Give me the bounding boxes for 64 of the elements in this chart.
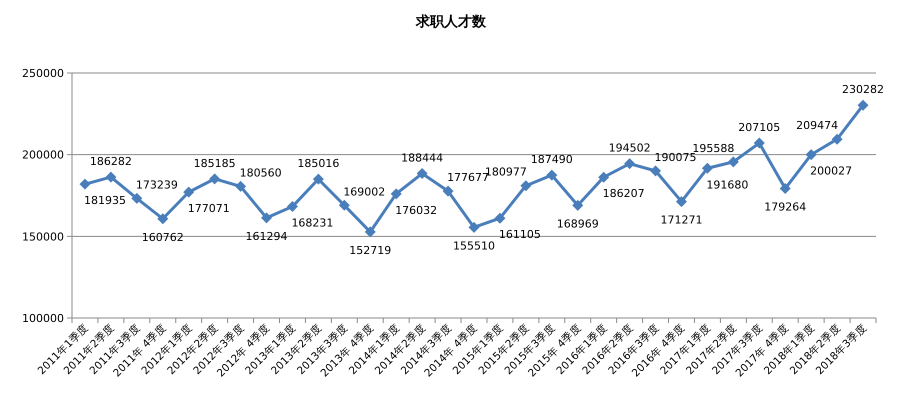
- data-label: 177071: [188, 202, 230, 216]
- point: [754, 138, 765, 149]
- point: [650, 165, 662, 176]
- y-tick-label: 200000: [22, 148, 64, 162]
- data-label: 191680: [706, 178, 748, 192]
- data-label: 173239: [136, 178, 178, 192]
- point: [780, 183, 791, 194]
- point: [131, 192, 142, 204]
- data-label: 160762: [142, 230, 184, 244]
- data-label: 194502: [608, 142, 651, 155]
- data-label: 186282: [90, 155, 132, 168]
- data-label: 152719: [349, 244, 392, 257]
- point: [572, 200, 584, 211]
- y-tick-label: 150000: [22, 230, 64, 244]
- data-label: 155510: [453, 239, 495, 252]
- data-label: 209474: [796, 119, 838, 132]
- point: [157, 213, 168, 224]
- point: [390, 188, 402, 200]
- point: [520, 180, 532, 192]
- point: [338, 200, 350, 211]
- data-label: 176032: [395, 204, 438, 217]
- point: [105, 172, 116, 183]
- data-label: 207105: [738, 121, 780, 134]
- data-label: 185185: [194, 156, 236, 170]
- point: [832, 134, 843, 145]
- point: [858, 100, 869, 111]
- point: [183, 186, 194, 198]
- data-label: 177677: [447, 171, 490, 184]
- data-label: 186207: [602, 187, 645, 200]
- point: [676, 196, 687, 208]
- point: [468, 222, 480, 233]
- data-label: 230282: [842, 83, 884, 96]
- point: [312, 174, 324, 185]
- point: [442, 186, 454, 197]
- point: [209, 173, 220, 184]
- chart-title: 求职人才数: [415, 14, 487, 30]
- point: [286, 201, 298, 212]
- point: [624, 158, 636, 170]
- point: [79, 178, 90, 190]
- point: [261, 212, 272, 224]
- data-label: 161294: [246, 230, 288, 243]
- y-tick-label: 250000: [22, 67, 64, 80]
- point: [702, 162, 713, 174]
- data-label: 168969: [556, 217, 599, 230]
- data-label: 161105: [498, 228, 541, 242]
- data-label: 180560: [240, 166, 282, 180]
- data-label: 179264: [764, 200, 806, 214]
- point: [806, 149, 817, 160]
- y-tick-label: 100000: [22, 312, 64, 325]
- data-label: 187490: [530, 153, 573, 166]
- data-label: 200027: [810, 164, 852, 178]
- point: [494, 212, 506, 224]
- data-label: 185016: [297, 157, 340, 170]
- data-label: 171271: [660, 214, 702, 227]
- data-label: 188444: [401, 152, 444, 165]
- data-label: 181935: [84, 194, 126, 208]
- data-label: 168231: [291, 216, 334, 230]
- point: [546, 170, 558, 181]
- point: [728, 156, 739, 168]
- data-label: 169002: [343, 185, 386, 198]
- point: [598, 172, 610, 183]
- point: [235, 180, 246, 192]
- point: [364, 226, 376, 238]
- point: [416, 168, 428, 180]
